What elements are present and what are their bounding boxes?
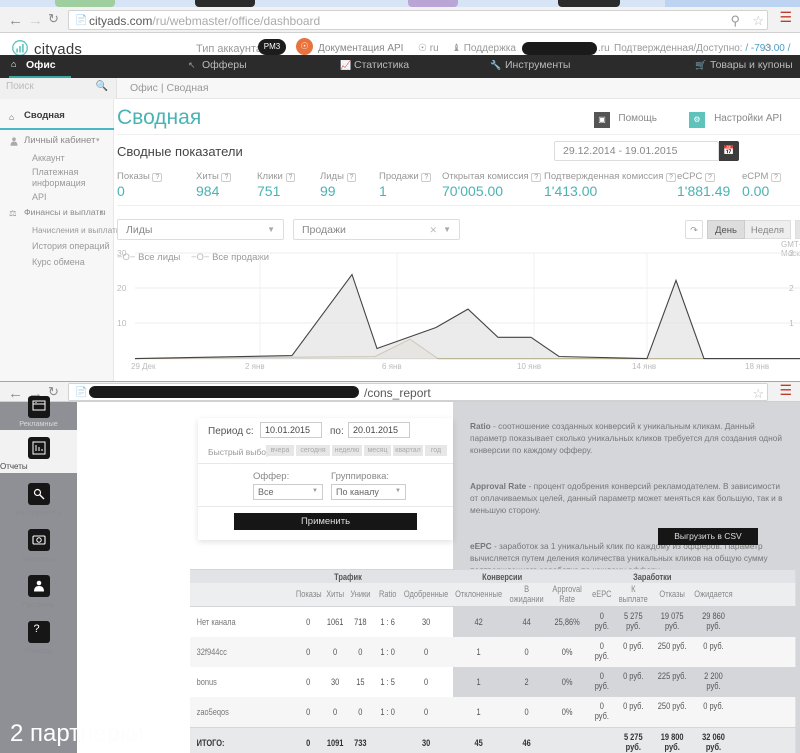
svg-text:29 Дек: 29 Дек — [131, 362, 156, 371]
svg-text:10: 10 — [117, 318, 127, 328]
svg-text:18 янв: 18 янв — [745, 362, 769, 371]
svg-text:10 янв: 10 янв — [517, 362, 541, 371]
svg-text:30: 30 — [117, 248, 127, 258]
svg-text:20: 20 — [117, 283, 127, 293]
svg-text:2: 2 — [789, 283, 794, 293]
svg-text:6 янв: 6 янв — [382, 362, 402, 371]
svg-text:3: 3 — [789, 248, 794, 258]
svg-text:2 янв: 2 янв — [245, 362, 265, 371]
svg-text:1: 1 — [789, 318, 794, 328]
svg-text:14 янв: 14 янв — [632, 362, 656, 371]
